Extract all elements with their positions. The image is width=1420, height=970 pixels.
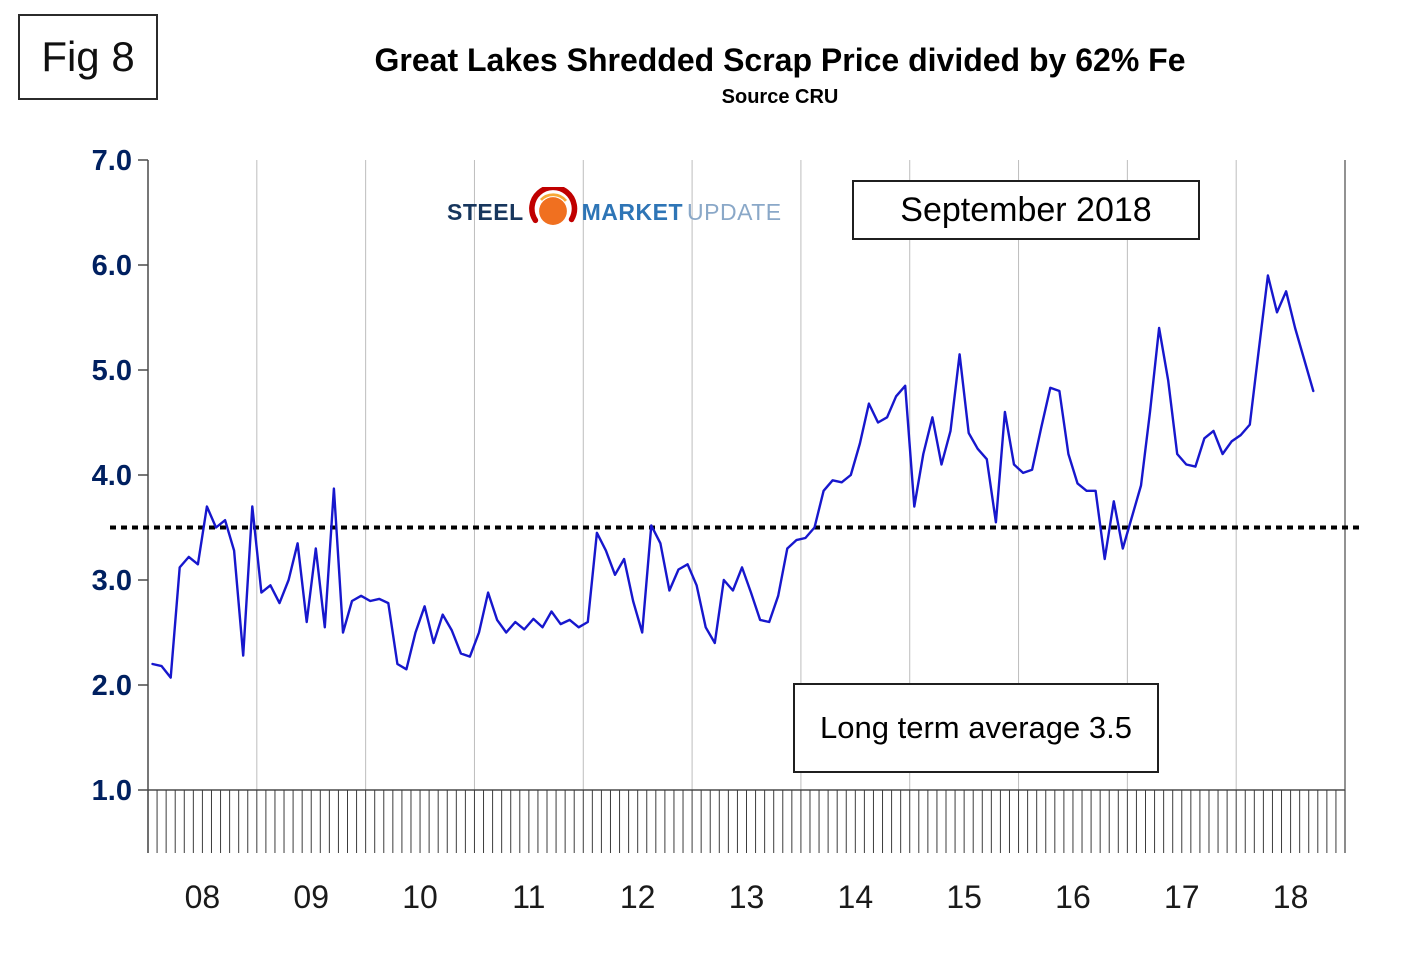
figure-label: Fig 8 bbox=[41, 33, 135, 80]
x-axis-label: 14 bbox=[838, 879, 874, 915]
x-axis-label: 17 bbox=[1164, 879, 1200, 915]
x-axis-label: 10 bbox=[402, 879, 438, 915]
date-annotation: September 2018 bbox=[900, 190, 1152, 229]
chart-subtitle: Source CRU bbox=[721, 86, 839, 108]
average-annotation-box: Long term average 3.5 bbox=[793, 683, 1159, 773]
x-axis-label: 08 bbox=[185, 879, 221, 915]
x-axis-label: 09 bbox=[293, 879, 329, 915]
x-axis-label: 12 bbox=[620, 879, 656, 915]
average-annotation: Long term average 3.5 bbox=[820, 710, 1132, 745]
x-axis-label: 15 bbox=[946, 879, 982, 915]
y-axis-label: 4.0 bbox=[92, 460, 132, 492]
smu-logo: STEEL MARKET UPDATE bbox=[447, 186, 782, 238]
date-annotation-box: September 2018 bbox=[852, 180, 1200, 240]
y-axis-label: 3.0 bbox=[92, 565, 132, 597]
x-axis-label: 13 bbox=[729, 879, 765, 915]
x-axis-label: 16 bbox=[1055, 879, 1091, 915]
y-axis-label: 7.0 bbox=[92, 145, 132, 177]
y-axis-label: 6.0 bbox=[92, 250, 132, 282]
figure-label-box: Fig 8 bbox=[18, 14, 158, 100]
chart-title: Great Lakes Shredded Scrap Price divided… bbox=[374, 42, 1186, 78]
x-axis-label: 11 bbox=[512, 879, 545, 915]
smu-globe-swoosh-icon bbox=[528, 187, 577, 225]
y-axis-label: 5.0 bbox=[92, 355, 132, 387]
logo-update-text: UPDATE bbox=[687, 198, 782, 225]
y-axis-label: 1.0 bbox=[92, 775, 132, 807]
x-axis-label: 18 bbox=[1273, 879, 1309, 915]
y-axis-label: 2.0 bbox=[92, 670, 132, 702]
logo-market-text: MARKET bbox=[581, 198, 684, 225]
logo-steel-text: STEEL bbox=[447, 198, 524, 225]
price-ratio-line bbox=[151, 274, 1315, 679]
